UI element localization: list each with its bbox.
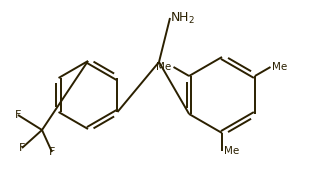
Text: F: F bbox=[15, 110, 21, 120]
Text: Me: Me bbox=[156, 62, 172, 72]
Text: NH$_2$: NH$_2$ bbox=[170, 10, 195, 25]
Text: F: F bbox=[19, 143, 25, 153]
Text: F: F bbox=[49, 147, 55, 157]
Text: Me: Me bbox=[224, 146, 239, 156]
Text: Me: Me bbox=[272, 62, 288, 72]
